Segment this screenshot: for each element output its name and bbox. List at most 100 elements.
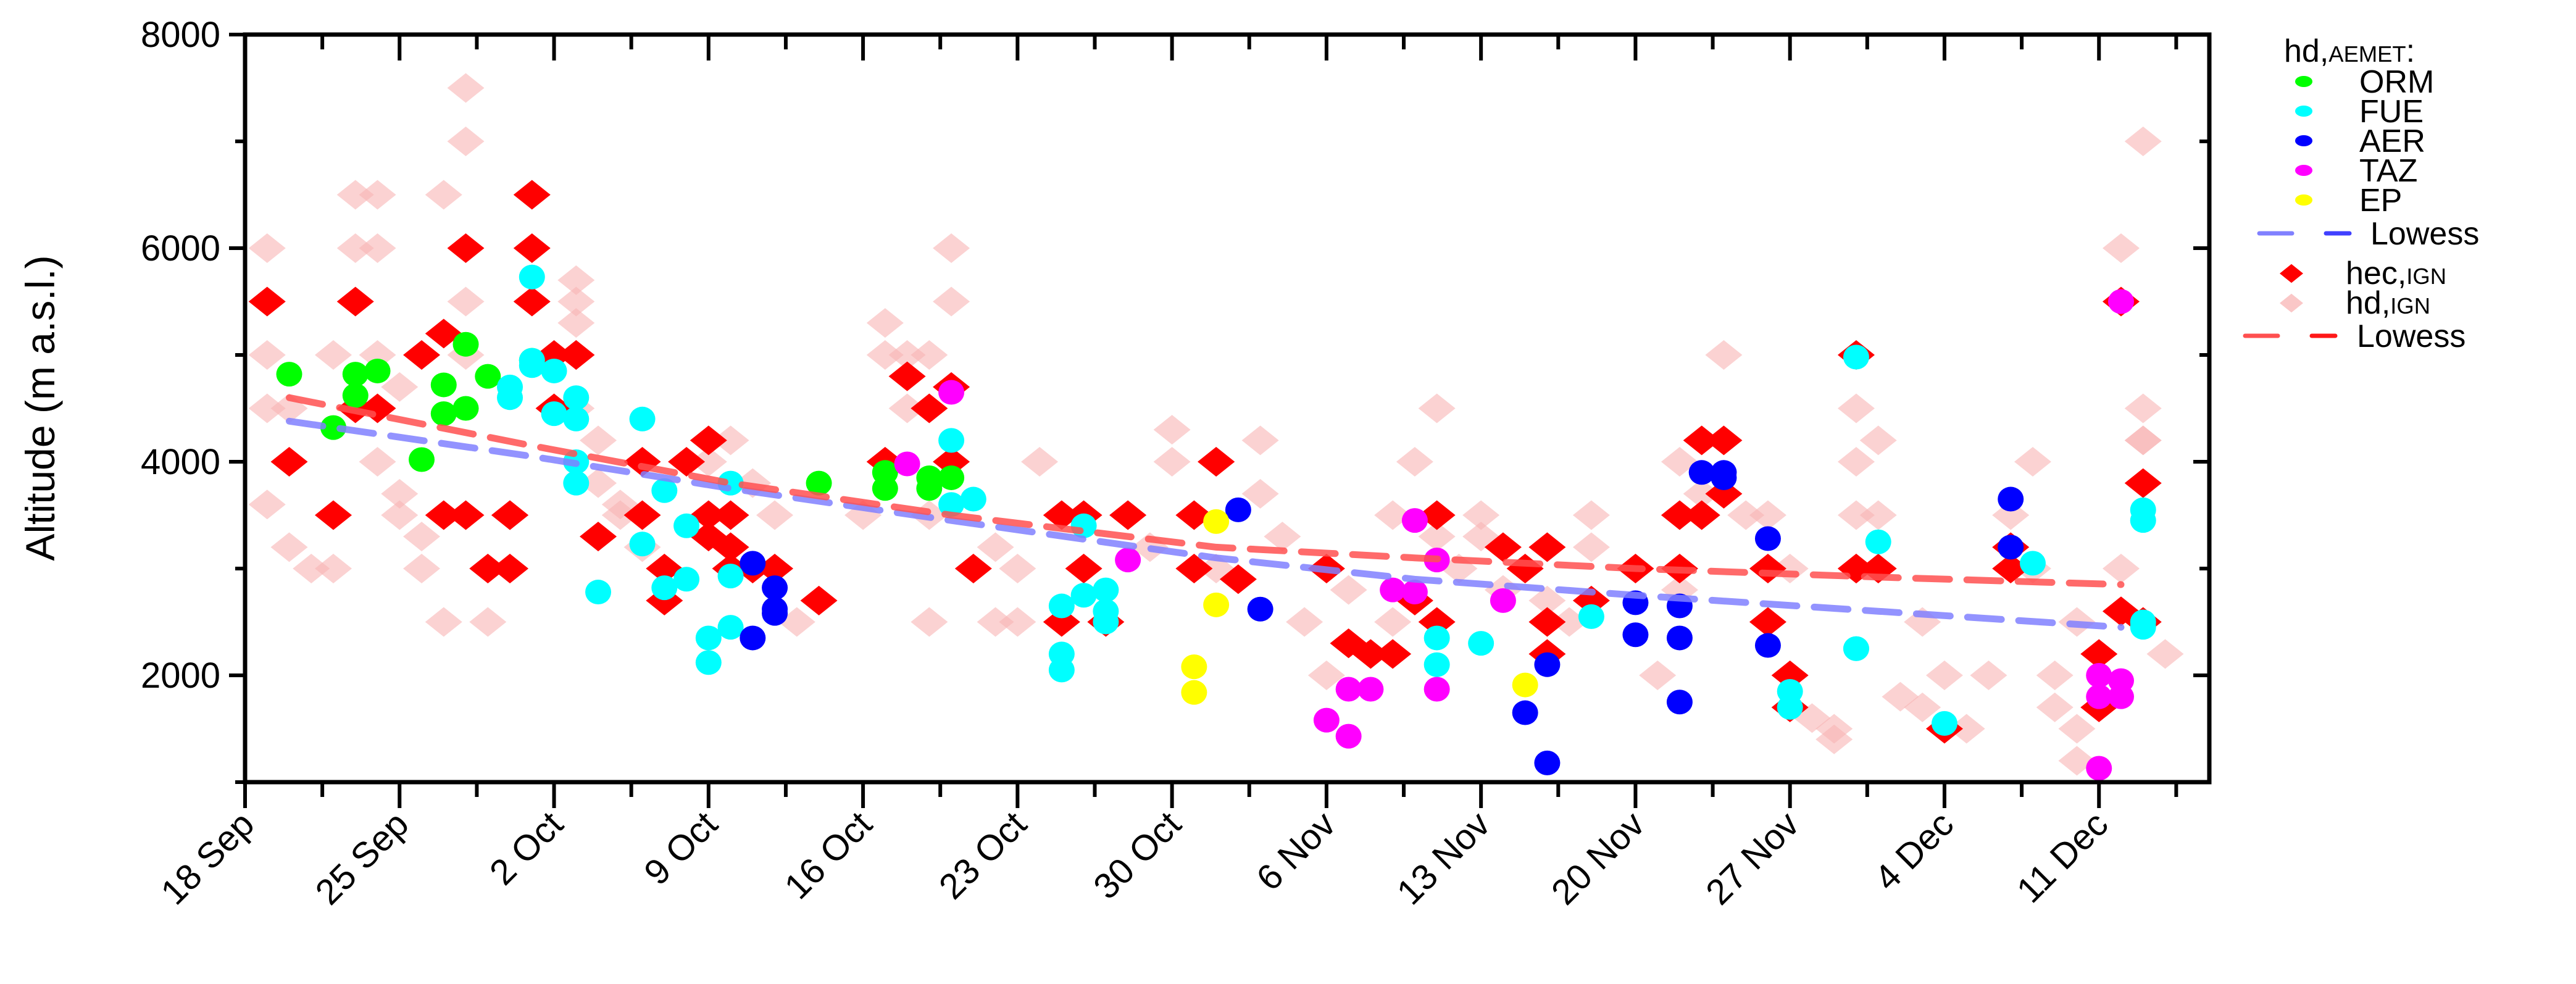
data-point-aer — [1998, 486, 2024, 512]
y-tick-label: 8000 — [141, 15, 220, 55]
data-point-fue — [938, 492, 965, 517]
data-point-hd-ign — [447, 286, 485, 317]
data-point-taz — [2086, 663, 2112, 688]
legend-label-orm: ORM — [2359, 64, 2434, 100]
data-point-hd-ign — [1241, 478, 1279, 509]
data-point-hd-ign — [580, 425, 617, 456]
data-point-hd-ign — [1661, 447, 1698, 477]
data-point-fue — [695, 650, 722, 675]
data-point-fue — [563, 406, 590, 432]
data-point-hec-ign — [513, 286, 551, 317]
data-point-hd-ign — [2124, 425, 2162, 456]
data-point-hd-ign — [447, 73, 485, 103]
data-point-ep — [1512, 672, 1538, 698]
data-point-hd-ign — [1572, 500, 1610, 530]
data-point-hd-ign — [911, 607, 948, 637]
data-point-hd-ign — [690, 447, 727, 477]
y-tick-label: 2000 — [141, 656, 220, 696]
data-point-hec-ign — [712, 500, 749, 530]
legend-marker-taz — [2295, 165, 2312, 176]
data-point-hd-ign — [2102, 233, 2140, 263]
data-point-hec-ign — [712, 532, 749, 562]
data-point-orm — [276, 362, 302, 387]
data-point-fue — [1468, 631, 1494, 656]
data-point-hec-ign — [1043, 500, 1080, 530]
x-tick-label: 23 Oct — [932, 804, 1035, 907]
legend-marker-hd-ign — [2280, 293, 2303, 313]
legend-marker-ep — [2295, 194, 2312, 206]
data-point-aer — [1711, 460, 1737, 485]
data-point-hd-ign — [999, 607, 1036, 637]
data-point-hd-ign — [999, 554, 1036, 583]
data-point-hd-ign — [2036, 692, 2074, 722]
data-point-hec-ign — [1683, 425, 1720, 456]
data-point-hec-ign — [1219, 564, 1257, 594]
legend-marker-hec-ign — [2280, 264, 2303, 283]
data-point-aer — [1998, 535, 2024, 560]
legend-marker-fue — [2295, 106, 2312, 117]
data-point-hd-ign — [1904, 692, 1941, 722]
data-point-fue — [1048, 657, 1075, 683]
data-point-fue — [1777, 694, 1803, 720]
data-point-hec-ign — [954, 554, 992, 583]
data-point-fue — [541, 358, 567, 383]
data-point-hd-ign — [1572, 532, 1610, 562]
data-point-hd-ign — [1241, 425, 1279, 456]
data-point-hd-ign — [977, 607, 1014, 637]
data-point-hec-ign — [1198, 447, 1235, 477]
data-point-hec-ign — [623, 500, 661, 530]
data-point-hd-ign — [580, 468, 617, 498]
data-point-hd-ign — [1153, 415, 1191, 445]
data-point-aer — [1534, 652, 1561, 677]
data-point-fue — [673, 513, 700, 538]
data-point-hec-ign — [1175, 554, 1213, 583]
data-point-fue — [1843, 344, 1869, 370]
data-point-fue — [1048, 593, 1075, 619]
data-point-hd-ign — [2146, 639, 2184, 669]
x-tick-label: 30 Oct — [1086, 804, 1189, 907]
legend-label-hec-ign: hec,IGN — [2346, 256, 2446, 291]
data-point-fue — [2130, 497, 2156, 522]
data-point-fue — [651, 478, 678, 503]
data-point-fue — [519, 348, 545, 373]
data-point-aer — [1622, 622, 1649, 648]
data-point-aer — [1666, 690, 1693, 715]
data-point-fue — [960, 486, 986, 512]
data-point-hd-ign — [1374, 607, 1412, 637]
data-point-hd-ign — [1528, 585, 1566, 615]
legend-label-fue: FUE — [2359, 94, 2424, 130]
data-point-hd-ign — [381, 478, 419, 509]
data-point-hd-ign — [293, 554, 330, 583]
data-point-hec-ign — [580, 522, 617, 552]
data-point-hd-ign — [1837, 500, 1875, 530]
legend-label-hd-ign: hd,IGN — [2346, 285, 2430, 321]
data-point-hec-ign — [336, 286, 374, 317]
data-point-hd-ign — [911, 340, 948, 370]
plot-frame — [243, 32, 2212, 785]
data-point-hd-ign — [381, 500, 419, 530]
data-point-hd-ign — [425, 607, 462, 637]
data-point-taz — [2107, 684, 2134, 709]
data-point-taz — [1335, 723, 1362, 749]
data-point-ep — [1203, 592, 1230, 617]
data-point-hec-ign — [1506, 554, 1544, 583]
data-point-hd-ign — [933, 233, 970, 263]
data-point-hec-ign — [2080, 639, 2118, 669]
data-point-hd-ign — [248, 340, 286, 370]
data-point-hec-ign — [1661, 500, 1698, 530]
x-tick-label: 2 Oct — [482, 804, 571, 893]
data-point-fue — [629, 406, 656, 432]
data-point-hec-ign — [248, 286, 286, 317]
data-point-hd-ign — [1396, 447, 1433, 477]
x-tick-label: 18 Sep — [153, 804, 262, 912]
data-point-hec-ign — [1065, 554, 1103, 583]
data-point-hd-ign — [1749, 500, 1786, 530]
data-point-ep — [1181, 680, 1207, 705]
data-point-hd-ign — [2058, 714, 2096, 744]
legend-label-taz: TAZ — [2359, 153, 2417, 189]
x-tick-label: 25 Sep — [308, 804, 417, 912]
data-point-hec-ign — [513, 180, 551, 210]
data-point-hd-ign — [2014, 447, 2051, 477]
data-point-hd-ign — [315, 554, 352, 583]
x-tick-label: 4 Dec — [1867, 804, 1961, 898]
